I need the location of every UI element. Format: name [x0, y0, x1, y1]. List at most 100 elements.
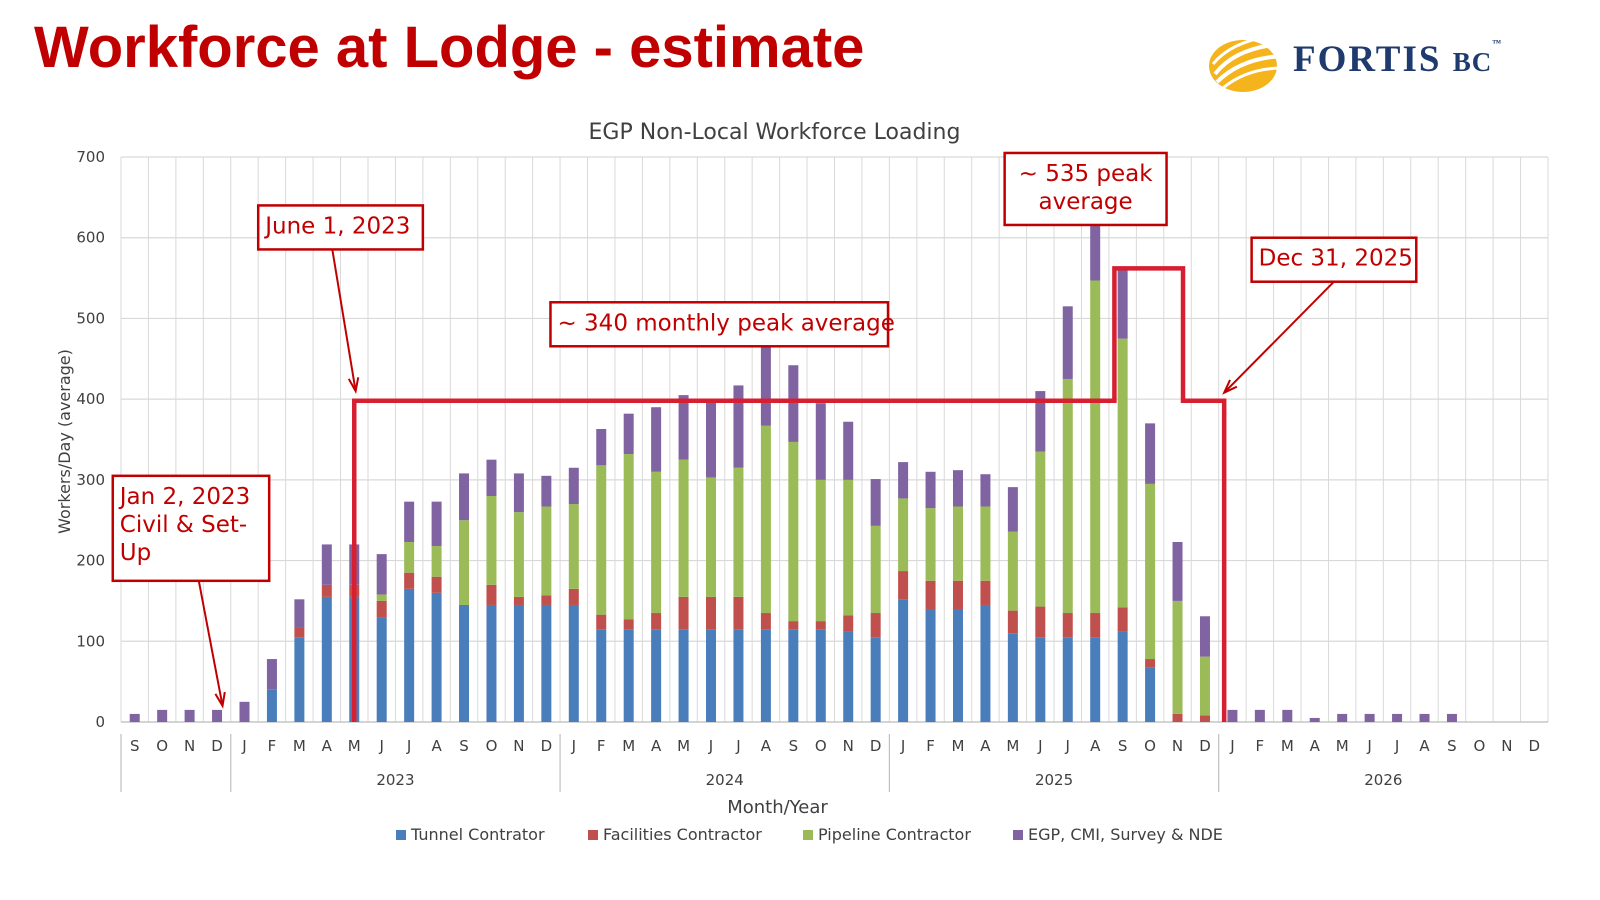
annotation-arrowhead — [347, 377, 360, 394]
bar-segment-4 — [815, 403, 826, 480]
logo-suffix: BC — [1452, 47, 1493, 77]
bar-segment-2 — [321, 584, 332, 597]
bar-segment-4 — [1309, 717, 1320, 722]
annotation-arrow — [197, 580, 224, 707]
logo-tm: ™ — [1492, 38, 1504, 48]
bar-segment-1 — [1090, 637, 1101, 722]
bar-segment-1 — [980, 604, 991, 722]
bar-segment-3 — [925, 508, 936, 581]
bar-segment-1 — [678, 629, 689, 722]
bar-segment-1 — [1117, 631, 1128, 722]
bar-segment-4 — [678, 395, 689, 460]
bar-segment-4 — [1227, 709, 1238, 722]
bar-segment-4 — [568, 467, 579, 505]
x-tick-label: A — [322, 737, 333, 755]
bar-segment-2 — [760, 613, 771, 630]
bar-segment-4 — [1419, 713, 1430, 722]
legend-label-2: Facilities Contractor — [603, 825, 762, 844]
annotation-arrowhead — [214, 691, 226, 709]
bar-segment-1 — [925, 609, 936, 722]
bar-segment-4 — [1035, 391, 1046, 452]
x-tick-label: D — [1199, 737, 1211, 755]
y-tick-label: 500 — [76, 309, 105, 327]
bar-segment-4 — [486, 459, 497, 496]
x-tick-label: O — [156, 737, 168, 755]
bar-segment-1 — [651, 629, 662, 722]
bar-segment-4 — [788, 365, 799, 442]
bar-segment-3 — [404, 542, 415, 573]
x-tick-label: J — [1037, 737, 1042, 755]
slide-title: Workforce at Lodge - estimate — [34, 15, 865, 80]
bar-segment-4 — [1254, 709, 1265, 722]
bar-segment-4 — [1199, 616, 1210, 657]
bar-segment-4 — [266, 659, 277, 690]
bar-segment-3 — [870, 525, 881, 614]
bar-segment-2 — [1062, 613, 1073, 638]
x-tick-label: J — [708, 737, 713, 755]
x-tick-label: J — [900, 737, 905, 755]
annotation-text: average — [1039, 189, 1133, 215]
bar-segment-4 — [1282, 709, 1293, 722]
bar-segment-4 — [952, 470, 963, 507]
bar-segment-2 — [843, 615, 854, 632]
bar-segment-2 — [1090, 613, 1101, 638]
bar-segment-3 — [431, 546, 442, 577]
bar-segment-3 — [952, 506, 963, 581]
annotation-text: Up — [120, 540, 151, 566]
x-tick-label: O — [815, 737, 827, 755]
bar-segment-4 — [898, 462, 909, 499]
bar-segment-2 — [870, 613, 881, 638]
bar-segment-1 — [321, 596, 332, 722]
bar-segment-4 — [513, 473, 524, 513]
bar-segment-4 — [157, 709, 168, 722]
y-tick-label: 100 — [76, 632, 105, 650]
bar-segment-2 — [1172, 713, 1183, 722]
bar-segment-4 — [1364, 713, 1375, 722]
bar-segment-4 — [1090, 211, 1101, 281]
x-tick-label: N — [1172, 737, 1183, 755]
bar-segment-4 — [541, 475, 552, 507]
x-tick-label: A — [651, 737, 662, 755]
bar-segment-1 — [459, 604, 470, 722]
legend-label-4: EGP, CMI, Survey & NDE — [1028, 825, 1223, 844]
x-tick-label: O — [1144, 737, 1156, 755]
x-tick-label: J — [241, 737, 246, 755]
annotation-box — [549, 301, 890, 348]
bar-segment-3 — [651, 471, 662, 614]
bar-segment-2 — [1199, 715, 1210, 722]
bar-segment-4 — [980, 474, 991, 507]
bar-segment-1 — [870, 637, 881, 722]
bar-segment-1 — [1062, 637, 1073, 722]
x-tick-label: N — [843, 737, 854, 755]
annotation-arrow — [331, 249, 357, 392]
legend-label-3: Pipeline Contractor — [818, 825, 971, 844]
x-tick-label: F — [926, 737, 935, 755]
legend-swatch-2 — [588, 830, 598, 840]
bar-segment-4 — [376, 554, 387, 595]
bar-segment-3 — [568, 504, 579, 589]
bar-segment-2 — [706, 596, 717, 630]
x-tick-label: S — [459, 737, 469, 755]
legend-swatch-3 — [803, 830, 813, 840]
year-label: 2025 — [1035, 771, 1073, 789]
bar-segment-2 — [1117, 607, 1128, 632]
annotation-box — [1003, 151, 1168, 227]
bar-segment-1 — [898, 599, 909, 722]
x-tick-label: J — [1065, 737, 1070, 755]
bar-segment-3 — [596, 465, 607, 615]
bar-segment-1 — [733, 629, 744, 722]
annotation-box — [111, 474, 271, 583]
annotation-text: ~ 340 monthly peak average — [557, 310, 894, 336]
bar-segment-4 — [294, 599, 305, 628]
bar-segment-2 — [733, 596, 744, 630]
bar-segment-4 — [404, 501, 415, 543]
year-label: 2026 — [1364, 771, 1402, 789]
bar-segment-3 — [1035, 451, 1046, 607]
x-tick-label: J — [1366, 737, 1371, 755]
bar-segment-4 — [1172, 542, 1183, 601]
annotation-text: Dec 31, 2025 — [1259, 246, 1413, 272]
bar-segment-1 — [404, 588, 415, 722]
annotation-box — [256, 204, 425, 251]
annotation-text: Civil & Set- — [120, 512, 247, 538]
bar-segment-2 — [678, 596, 689, 630]
